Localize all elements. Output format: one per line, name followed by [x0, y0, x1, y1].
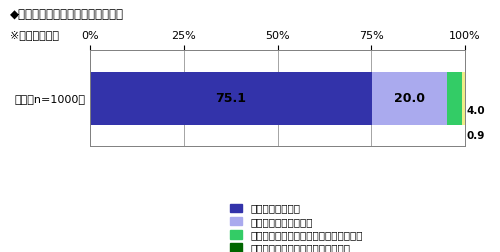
- Text: 20.0: 20.0: [394, 92, 424, 105]
- Bar: [446, 72, 462, 125]
- Bar: [372, 72, 446, 125]
- Legend: 満タンまで入れる, 一定の金額分を入れる, 一定の量を入れる（残量にかかわらず）, 残量が一定の量になるように入れる, その他: 満タンまで入れる, 一定の金額分を入れる, 一定の量を入れる（残量にかかわらず）…: [226, 199, 367, 252]
- Text: 0.9: 0.9: [467, 131, 485, 141]
- Text: ※単一回答形式: ※単一回答形式: [10, 30, 59, 40]
- Bar: [90, 72, 372, 125]
- Text: 75.1: 75.1: [216, 92, 246, 105]
- Text: 4.0: 4.0: [467, 106, 485, 116]
- Bar: [462, 72, 465, 125]
- Text: ◆ガソリンを入れる際に多い入れ方: ◆ガソリンを入れる際に多い入れ方: [10, 8, 124, 21]
